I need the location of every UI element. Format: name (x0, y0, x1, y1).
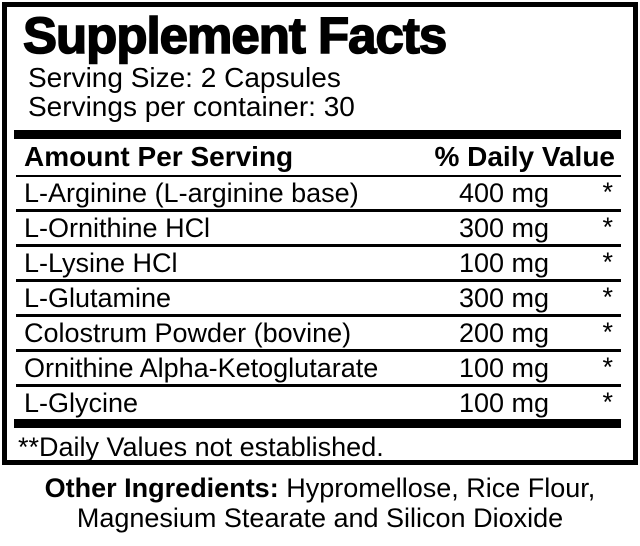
ingredient-dv-asterisk: * (602, 212, 613, 243)
ingredient-row: L-Glycine 100 mg * (16, 387, 621, 419)
ingredient-amount: 100 mg (458, 247, 549, 278)
ingredient-row: L-Lysine HCl 100 mg * (16, 247, 621, 283)
ingredient-amount: 100 mg (458, 352, 549, 383)
other-ingredients-line1-rest: Hypromellose, Rice Flour, (278, 473, 596, 503)
ingredient-dv-asterisk: * (602, 352, 613, 383)
ingredient-name: L-Glutamine (24, 282, 172, 313)
ingredient-amount: 300 mg (458, 282, 549, 313)
other-ingredients-line2: Magnesium Stearate and Silicon Dioxide (76, 503, 564, 533)
other-ingredients-line1: Other Ingredients: Hypromellose, Rice Fl… (0, 473, 640, 503)
ingredient-name: L-Lysine HCl (24, 247, 178, 278)
ingredient-dv-asterisk: * (602, 177, 613, 208)
divider-thick-top (14, 130, 621, 140)
ingredient-row: Colostrum Powder (bovine) 200 mg * (16, 317, 621, 353)
ingredient-name: Colostrum Powder (bovine) (24, 317, 352, 348)
ingredient-rows: L-Arginine (L-arginine base) 400 mg * L-… (7, 177, 633, 419)
ingredient-amount: 200 mg (458, 317, 549, 348)
other-ingredients-label: Other Ingredients: (44, 473, 279, 503)
ingredient-name: L-Ornithine HCl (24, 212, 211, 243)
supplement-facts-panel: Supplement Facts Serving Size: 2 Capsule… (2, 2, 638, 465)
ingredient-row: Ornithine Alpha-Ketoglutarate 100 mg * (16, 352, 621, 388)
amount-per-serving-header: Amount Per Serving (24, 141, 294, 173)
ingredient-name: L-Glycine (24, 387, 139, 418)
ingredient-dv-asterisk: * (602, 387, 613, 418)
ingredient-amount: 300 mg (458, 212, 549, 243)
ingredient-dv-asterisk: * (602, 247, 613, 278)
ingredient-amount: 400 mg (458, 177, 549, 208)
daily-value-header: % Daily Value (434, 141, 615, 173)
panel-title: Supplement Facts (22, 7, 448, 64)
ingredient-dv-asterisk: * (602, 317, 613, 348)
serving-size-text: Serving Size: 2 Capsules (28, 62, 341, 94)
divider-thick-bottom (14, 419, 621, 429)
ingredient-dv-asterisk: * (602, 282, 613, 313)
ingredient-name: L-Arginine (L-arginine base) (24, 177, 359, 208)
ingredient-row: L-Arginine (L-arginine base) 400 mg * (16, 177, 621, 213)
daily-value-footnote: **Daily Values not established. (18, 432, 384, 463)
table-header-row: Amount Per Serving % Daily Value (16, 139, 621, 178)
other-ingredients-block: Other Ingredients: Hypromellose, Rice Fl… (0, 473, 640, 533)
ingredient-amount: 100 mg (458, 387, 549, 418)
servings-per-container-text: Servings per container: 30 (28, 91, 355, 123)
ingredient-name: Ornithine Alpha-Ketoglutarate (24, 352, 379, 383)
ingredient-row: L-Ornithine HCl 300 mg * (16, 212, 621, 248)
ingredient-row: L-Glutamine 300 mg * (16, 282, 621, 318)
